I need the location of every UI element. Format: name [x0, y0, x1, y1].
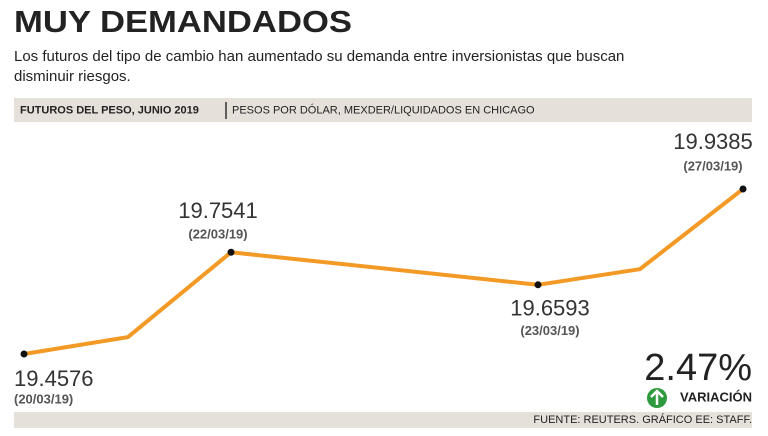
- value-label: 19.4576: [14, 366, 94, 391]
- point: [20, 350, 28, 358]
- value-label: 19.9385: [673, 129, 753, 154]
- value-label: 19.6593: [510, 296, 590, 321]
- chart-title: MUY DEMANDADOS: [14, 4, 352, 39]
- header-band: [14, 98, 752, 122]
- value-label: 19.7541: [178, 198, 258, 223]
- point: [739, 185, 747, 193]
- date-label: (23/03/19): [520, 323, 579, 338]
- date-label: (27/03/19): [683, 158, 742, 173]
- series-line: [23, 187, 745, 356]
- point: [534, 281, 542, 289]
- date-label: (22/03/19): [188, 227, 247, 242]
- source: FUENTE: REUTERS. GRÁFICO EE: STAFF.: [533, 413, 752, 426]
- subtitle: disminuir riesgos.: [14, 68, 131, 85]
- footer-band: [14, 412, 752, 428]
- date-label: (20/03/19): [14, 391, 73, 406]
- change-label: VARIACIÓN: [680, 389, 752, 404]
- point: [227, 248, 235, 256]
- up-arrow: [650, 389, 664, 405]
- units: PESOS POR DÓLAR, MEXDER/LIQUIDADOS EN CH…: [232, 103, 535, 116]
- subtitle: Los futuros del tipo de cambio han aumen…: [14, 48, 624, 65]
- change-value: 2.47%: [644, 347, 752, 389]
- chart-header: FUTUROS DEL PESO, JUNIO 2019: [20, 104, 199, 116]
